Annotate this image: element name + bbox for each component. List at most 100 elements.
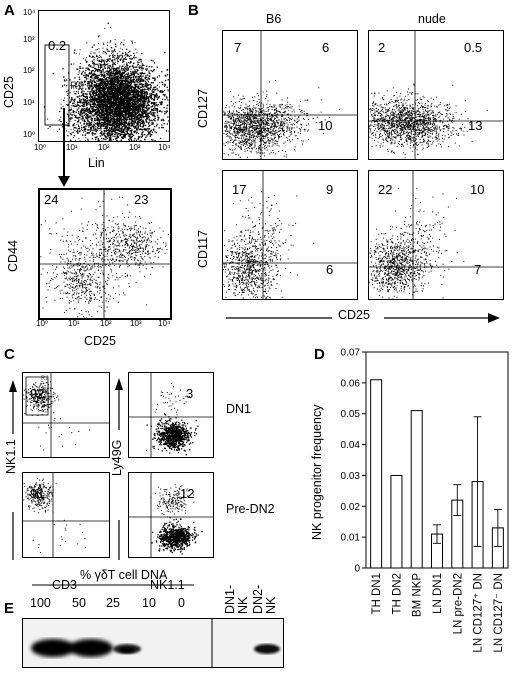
- d-bar: [390, 474, 403, 569]
- c-dn1-right-value: 3: [186, 386, 194, 401]
- panel-e-label: E: [4, 600, 15, 617]
- panel-b-nude-cd117-plot: [368, 170, 504, 300]
- a-top-xtick: 10²: [98, 143, 110, 152]
- panel-b-xlabel-cd25: CD25: [338, 308, 370, 322]
- panel-c-predn2-ly49g-plot: [128, 472, 214, 558]
- d-ytick-label: 0.05: [341, 409, 361, 420]
- panel-b-nude-cd127-plot: [368, 30, 504, 160]
- panel-b-col-nude: nude: [418, 12, 446, 26]
- c-ylabel-ly49g: Ly49G: [110, 439, 124, 476]
- e-title: % γδT cell DNA: [80, 568, 168, 582]
- e-gel-blot: [22, 618, 284, 668]
- a-top-ytick: 10¹: [23, 98, 35, 107]
- a-top-ytick: 10⁴: [23, 8, 36, 17]
- e-lane-dn2-nk: DN2- NK: [251, 584, 278, 614]
- nude-cd127-dots: [369, 31, 503, 159]
- e-lane-100: 100: [30, 596, 51, 610]
- e-lane-dn2-line1: DN2-: [251, 584, 265, 614]
- panel-b-ylabel-cd117: CD117: [196, 230, 210, 268]
- panel-a-bottom-dotplot: [38, 188, 172, 320]
- d-ytick-label: 0.06: [341, 378, 361, 389]
- nude-cd127-lr: 13: [468, 118, 483, 133]
- nude-cd117-ul: 22: [378, 182, 393, 197]
- c-predn2-right-value: 12: [180, 486, 195, 501]
- e-lane-10: 10: [142, 596, 156, 610]
- e-lane-0: 0: [178, 596, 185, 610]
- e-lane-dn1-line2: NK: [236, 596, 250, 614]
- e-lane-50: 50: [72, 596, 86, 610]
- panel-a-gate-label: R2: [70, 80, 85, 92]
- a-top-ytick: 10³: [23, 35, 35, 44]
- panel-b-b6-cd117-plot: [222, 170, 358, 300]
- panel-a-label: A: [4, 2, 15, 19]
- panel-a-ylabel-cd44: CD44: [6, 240, 20, 272]
- d-bar: [471, 481, 484, 569]
- a-bot-xtick: 10⁴: [158, 319, 171, 328]
- panel-a-top-dotplot: [38, 10, 170, 142]
- d-ytick-label: 0: [354, 564, 360, 575]
- d-ytick-label: 0.02: [341, 502, 361, 513]
- b6-cd117-lr: 6: [326, 262, 334, 277]
- d-category-label: LN CD127⁺ DN: [473, 573, 485, 653]
- d-ytick-label: 0.07: [341, 348, 361, 359]
- d-bar: [491, 527, 504, 569]
- panel-a-ylabel-cd25: CD25: [2, 76, 16, 108]
- c-row-dn1-label: DN1: [226, 402, 252, 416]
- panel-b-col-b6: B6: [266, 12, 282, 26]
- d-category-label: LN DN1: [432, 573, 444, 614]
- panel-a-q-ur: 23: [134, 192, 149, 207]
- panel-a-q-ul: 24: [44, 192, 59, 207]
- c-dn1-left-dots: [23, 373, 109, 457]
- c-dn1-right-dots: [129, 373, 213, 457]
- b6-cd117-ul: 17: [232, 182, 247, 197]
- d-ylabel: NK progenitor frequency: [310, 404, 324, 541]
- e-lane-dn2-line2: NK: [264, 596, 278, 614]
- panel-c-predn2-nk-cd3-plot: [22, 472, 110, 558]
- panel-c-dn1-nk-cd3-plot: [22, 372, 110, 458]
- d-bar: [370, 379, 383, 569]
- a-bot-xtick: 10¹: [68, 319, 80, 328]
- b6-cd127-lr: 10: [318, 118, 333, 133]
- c-row-predn2-label: Pre-DN2: [226, 502, 275, 516]
- e-lane-25: 25: [106, 596, 120, 610]
- d-category-label: LN CD127⁻ DN: [493, 573, 505, 653]
- nude-cd117-lr: 7: [474, 262, 482, 277]
- d-ytick-label: 0.03: [341, 471, 361, 482]
- d-bar: [451, 499, 464, 569]
- c-predn2-left-dots: [23, 473, 109, 557]
- c-xlabel-cd3: CD3: [52, 578, 78, 592]
- c-predn2-right-dots: [129, 473, 213, 557]
- b6-cd127-ur: 6: [322, 40, 330, 55]
- panel-c-dn1-ly49g-plot: [128, 372, 214, 458]
- a-bot-xtick: 10²: [100, 319, 112, 328]
- panel-d-label: D: [314, 346, 325, 363]
- panel-b-ylabel-cd127: CD127: [196, 89, 210, 128]
- d-ytick-label: 0.04: [341, 440, 361, 451]
- d-ytick-label: 0.01: [341, 533, 361, 544]
- a-top-xtick: 10¹: [66, 143, 78, 152]
- d-bar: [410, 410, 423, 569]
- panel-a-xlabel-lin: Lin: [88, 156, 105, 170]
- panel-b-b6-cd127-plot: [222, 30, 358, 160]
- panel-b-label: B: [188, 2, 199, 19]
- a-top-xtick: 10³: [129, 143, 141, 152]
- d-plot-frame: [365, 351, 509, 569]
- c-predn2-left-value: 91: [30, 486, 45, 501]
- c-gate-label: R2: [41, 376, 49, 382]
- nude-cd117-ur: 10: [470, 182, 485, 197]
- a-top-xtick: 10⁴: [158, 143, 171, 152]
- b6-cd117-dots: [223, 171, 357, 299]
- d-category-label: LN pre-DN2: [452, 573, 464, 634]
- e-lane-dn1-line1: DN1-: [223, 584, 237, 614]
- d-bar: [431, 533, 443, 569]
- e-gel-bands: [31, 619, 280, 667]
- b6-cd127-ul: 7: [234, 40, 242, 55]
- a-bot-xtick: 10³: [130, 319, 142, 328]
- c-ylabel-nk11: NK1.1: [4, 439, 18, 474]
- b6-cd127-dots: [223, 31, 357, 159]
- nude-cd127-ul: 2: [378, 40, 386, 55]
- b6-cd117-ur: 9: [326, 182, 334, 197]
- c-dn1-left-value: 92: [30, 386, 45, 401]
- a-top-xtick: 10⁰: [34, 143, 47, 152]
- d-category-label: TH DN1: [371, 573, 383, 615]
